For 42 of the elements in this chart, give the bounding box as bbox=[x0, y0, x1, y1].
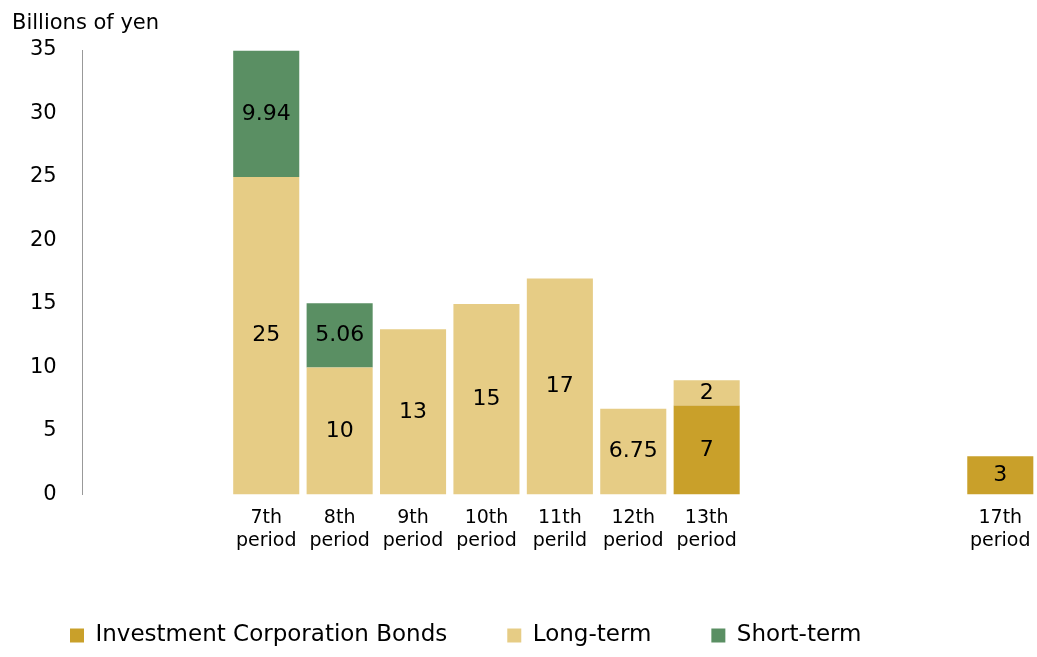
bar bbox=[233, 176, 300, 495]
bar bbox=[600, 408, 667, 495]
data-label: 3 bbox=[993, 461, 1008, 487]
x-tick-label: 12th period bbox=[603, 504, 664, 550]
data-label: 17 bbox=[545, 372, 574, 398]
bar bbox=[380, 329, 447, 495]
x-tick-label: 11th perild bbox=[532, 504, 587, 550]
data-label: 5.06 bbox=[315, 321, 365, 347]
x-tick-label: 17th period bbox=[970, 504, 1031, 550]
y-tick-label: 30 bbox=[29, 99, 57, 124]
y-tick-label: 5 bbox=[43, 417, 57, 442]
bar bbox=[967, 456, 1034, 495]
data-label: 13 bbox=[399, 397, 428, 423]
x-tick-label: 13th period bbox=[676, 504, 737, 550]
y-axis-title: Billions of yen bbox=[12, 10, 160, 34]
y-tick-label: 20 bbox=[29, 226, 57, 251]
bar bbox=[453, 303, 520, 495]
legend-label: Investment Corporation Bonds bbox=[95, 620, 448, 647]
bar bbox=[526, 278, 593, 495]
y-tick-label: 0 bbox=[43, 480, 57, 505]
data-label: 9.94 bbox=[241, 99, 291, 125]
bar bbox=[306, 367, 373, 495]
data-label: 25 bbox=[252, 321, 281, 347]
x-tick-label: 8th period bbox=[309, 504, 370, 550]
data-label: 6.75 bbox=[608, 437, 658, 463]
x-tick-label: 10th period bbox=[456, 504, 517, 550]
legend-label: Short-term bbox=[736, 620, 862, 647]
data-label: 10 bbox=[325, 416, 354, 442]
x-tick-label: 7th period bbox=[235, 504, 297, 550]
y-tick-label: 25 bbox=[29, 163, 57, 188]
data-label: 2 bbox=[699, 378, 714, 404]
x-tick-label: 9th period bbox=[382, 504, 444, 550]
y-tick-label: 35 bbox=[29, 36, 57, 61]
data-label: 7 bbox=[699, 435, 714, 461]
y-tick-label: 10 bbox=[29, 353, 57, 378]
y-tick-label: 15 bbox=[29, 290, 57, 315]
bar bbox=[673, 380, 740, 406]
bar bbox=[673, 405, 740, 495]
data-label: 15 bbox=[472, 384, 501, 410]
legend-label: Long-term bbox=[532, 620, 652, 647]
bar bbox=[233, 50, 300, 177]
bar bbox=[306, 303, 373, 368]
